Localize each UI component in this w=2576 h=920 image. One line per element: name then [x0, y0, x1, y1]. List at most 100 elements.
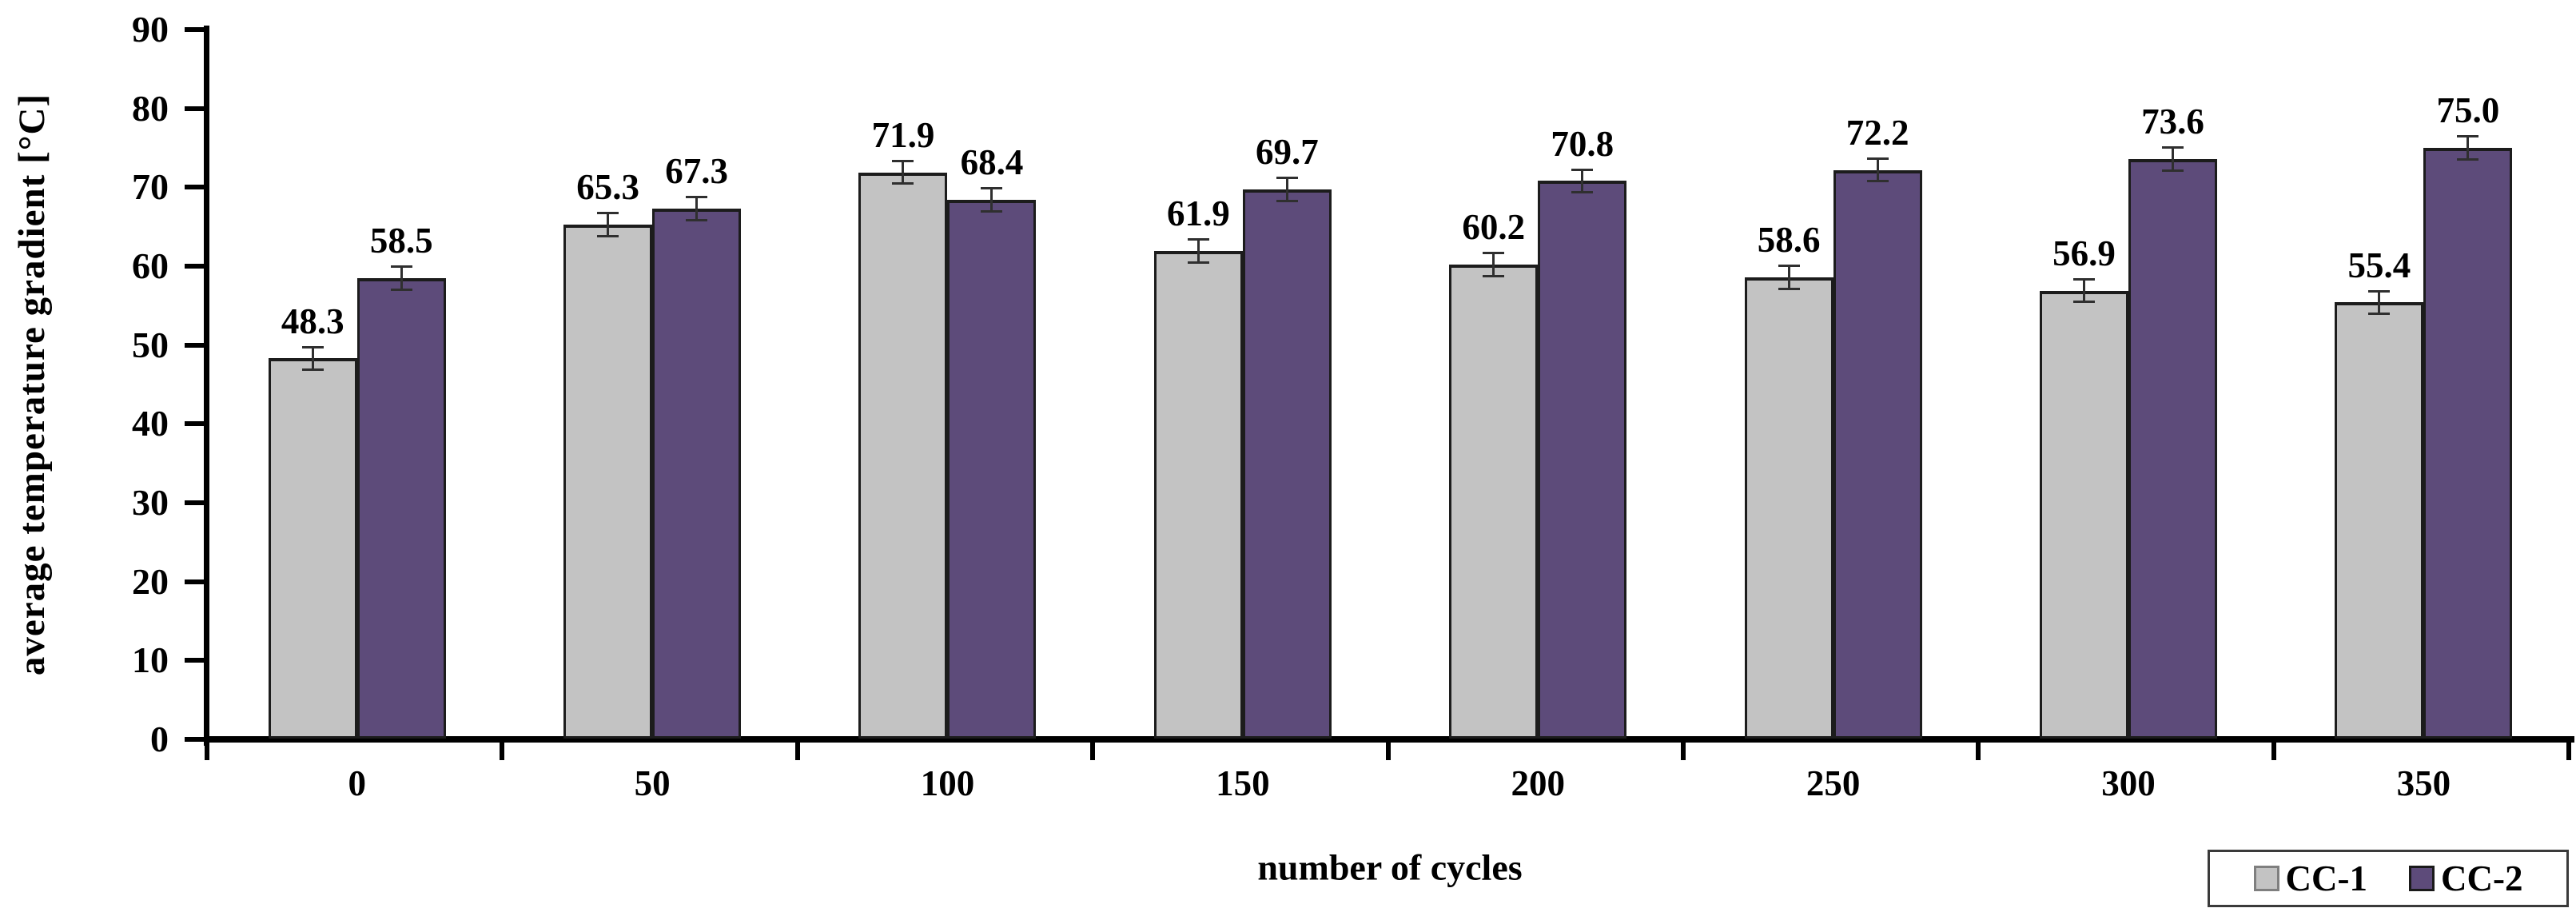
value-label-cc-1-350: 55.4 — [2347, 245, 2411, 285]
bar-cc-1-300 — [2039, 290, 2128, 739]
bar-cc-1-0 — [268, 358, 357, 739]
bar-cc-2-350 — [2423, 148, 2513, 739]
error-bar-cap-bottom — [686, 218, 708, 221]
error-bar-cap-top — [892, 159, 914, 162]
x-tick — [1680, 736, 1686, 760]
legend-entry-cc2: CC-2 — [2409, 858, 2522, 899]
bar-cc-1-250 — [1744, 277, 1833, 739]
x-category-label: 150 — [1216, 763, 1270, 803]
value-label-cc-2-100: 68.4 — [960, 142, 1024, 183]
error-bar-cap-top — [1276, 177, 1298, 180]
x-category-label: 0 — [348, 763, 366, 803]
error-bar-line — [1196, 241, 1200, 262]
error-bar-cap-bottom — [1571, 191, 1594, 194]
y-tick — [185, 264, 204, 269]
value-label-cc-1-0: 48.3 — [281, 301, 344, 341]
error-bar-cap-top — [597, 211, 619, 214]
error-bar-cap-top — [2368, 289, 2391, 293]
bar-cc-2-0 — [356, 277, 446, 739]
bar-cc-1-100 — [858, 172, 948, 739]
value-label-cc-1-150: 61.9 — [1166, 193, 1230, 234]
bar-cc-2-250 — [1833, 169, 1922, 739]
error-bar-cap-top — [2161, 145, 2184, 149]
x-category-label: 50 — [634, 763, 671, 803]
x-category-label: 350 — [2396, 763, 2451, 803]
error-bar-cap-bottom — [2072, 301, 2095, 304]
x-tick — [205, 736, 209, 760]
error-bar-line — [1581, 170, 1584, 192]
error-bar-cap-top — [301, 345, 324, 348]
error-bar-line — [990, 189, 993, 210]
error-bar-line — [2467, 137, 2470, 158]
x-category-label: 200 — [1511, 763, 1565, 803]
bar-cc-2-100 — [947, 200, 1037, 739]
y-tick — [185, 421, 204, 427]
y-tick-label: 70 — [132, 166, 169, 208]
bar-cc-2-300 — [2128, 158, 2217, 739]
error-bar-cap-bottom — [2368, 313, 2391, 316]
error-bar-cap-top — [2457, 135, 2479, 138]
value-label-cc-1-250: 58.6 — [1757, 219, 1821, 260]
y-tick-label: 40 — [132, 403, 169, 444]
error-bar-cap-bottom — [981, 209, 1003, 213]
value-label-cc-1-300: 56.9 — [2052, 233, 2116, 273]
error-bar-cap-top — [1483, 252, 1505, 255]
value-label-cc-2-50: 67.3 — [665, 151, 728, 192]
y-tick — [185, 106, 204, 111]
value-label-cc-2-150: 69.7 — [1255, 132, 1319, 173]
legend-entry-cc1: CC-1 — [2253, 858, 2367, 899]
y-tick-label: 10 — [132, 639, 169, 681]
bar-cc-2-50 — [652, 208, 742, 739]
x-tick — [1385, 736, 1391, 760]
y-tick-label: 60 — [132, 245, 169, 286]
x-category-label: 300 — [2101, 763, 2156, 803]
error-bar-line — [311, 348, 314, 369]
error-bar-line — [902, 161, 905, 183]
error-bar-cap-bottom — [1483, 274, 1505, 277]
x-tick — [2271, 736, 2276, 760]
legend-label-cc2: CC-2 — [2441, 858, 2523, 898]
error-bar-cap-bottom — [1866, 180, 1889, 183]
y-tick-label: 80 — [132, 87, 169, 129]
error-bar-line — [1787, 266, 1790, 288]
error-bar-cap-bottom — [390, 288, 412, 291]
y-tick-label: 20 — [132, 560, 169, 602]
bar-cc-2-150 — [1242, 189, 1332, 739]
error-bar-line — [2171, 148, 2174, 169]
bar-cc-1-150 — [1153, 251, 1243, 739]
y-axis-line — [204, 26, 209, 746]
error-bar-cap-bottom — [1778, 287, 1800, 290]
error-bar-cap-top — [1187, 238, 1209, 241]
legend: CC-1 CC-2 — [2208, 850, 2569, 907]
bar-cc-1-200 — [1449, 265, 1539, 739]
error-bar-cap-bottom — [1187, 261, 1209, 265]
value-label-cc-2-200: 70.8 — [1551, 123, 1614, 164]
y-tick-label: 50 — [132, 324, 169, 365]
value-label-cc-1-200: 60.2 — [1462, 207, 1526, 248]
x-category-label: 250 — [1806, 763, 1861, 803]
x-axis-title: number of cycles — [1257, 846, 1523, 888]
error-bar-cap-bottom — [301, 368, 324, 372]
x-tick — [1090, 736, 1096, 760]
error-bar-line — [607, 213, 610, 235]
value-label-cc-1-50: 65.3 — [576, 166, 639, 207]
y-tick-label: 90 — [132, 9, 169, 50]
x-tick — [794, 736, 800, 760]
value-label-cc-1-100: 71.9 — [871, 114, 935, 155]
x-tick — [1976, 736, 1981, 760]
error-bar-line — [1285, 179, 1288, 201]
error-bar-cap-top — [1866, 157, 1889, 160]
error-bar-line — [2378, 292, 2381, 313]
error-bar-line — [400, 267, 403, 289]
y-tick — [185, 185, 204, 190]
error-bar-cap-top — [2072, 277, 2095, 281]
error-bar-cap-top — [390, 265, 412, 268]
y-tick — [185, 737, 204, 742]
error-bar-cap-top — [686, 196, 708, 199]
error-bar-cap-top — [1571, 168, 1594, 171]
error-bar-cap-bottom — [892, 182, 914, 185]
error-bar-line — [1876, 159, 1879, 181]
error-bar-line — [1492, 254, 1495, 275]
error-bar-line — [2082, 280, 2085, 301]
y-tick-label: 0 — [150, 719, 169, 759]
